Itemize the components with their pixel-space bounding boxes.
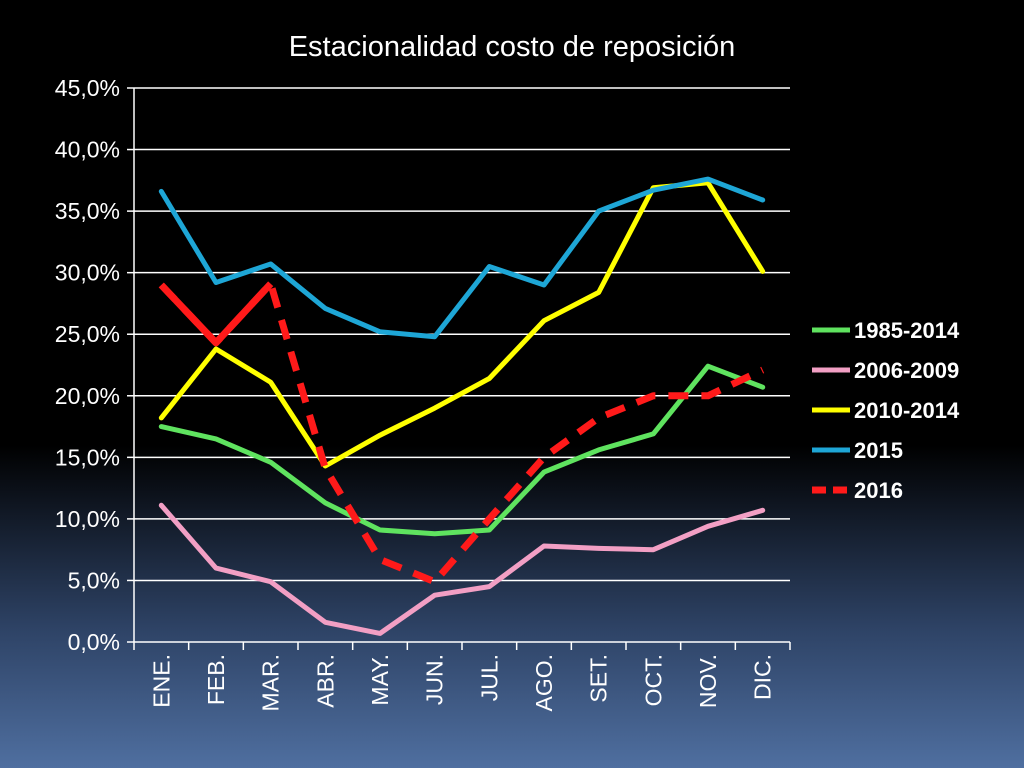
legend-label: 2010-2014	[854, 398, 960, 423]
x-tick-label: JUN.	[422, 654, 448, 705]
series-line-solid-start	[158, 281, 274, 347]
y-tick-label: 45,0%	[55, 75, 120, 101]
series-line-2016	[158, 280, 765, 586]
legend-label: 1985-2014	[854, 318, 960, 343]
x-tick-label: MAY.	[367, 654, 393, 706]
legend-label: 2016	[854, 478, 903, 503]
series-line-2015	[158, 176, 766, 340]
x-tick-label: ENE.	[148, 654, 174, 708]
legend: 1985-2014 2006-2009 2010-2014 2015 2016	[812, 318, 960, 503]
axes: 0,0% 5,0% 10,0% 15,0% 20,0% 25,0% 30,0% 35,0% 40…	[55, 75, 791, 712]
x-tick-label: FEB.	[203, 654, 229, 705]
chart-title: Estacionalidad costo de reposición	[289, 31, 736, 63]
series-line-2010-2014	[158, 180, 766, 469]
y-tick-label: 5,0%	[68, 567, 120, 593]
grid-lines	[134, 87, 790, 643]
x-tick-label: DIC.	[750, 654, 776, 700]
x-tick-label: AGO.	[531, 654, 557, 712]
legend-label: 2006-2009	[854, 358, 959, 383]
x-tick-label: JUL.	[476, 654, 502, 701]
y-tick-label: 25,0%	[55, 321, 120, 347]
y-tick-label: 20,0%	[55, 383, 120, 409]
y-tick-label: 10,0%	[55, 506, 120, 532]
series-lines	[158, 176, 766, 636]
x-tick-label: OCT.	[640, 654, 666, 706]
x-tick-label: SET.	[586, 654, 612, 703]
x-tick-label: ABR.	[312, 654, 338, 708]
y-tick-label: 35,0%	[55, 198, 120, 224]
x-tick-label: NOV.	[695, 654, 721, 708]
y-tick-label: 15,0%	[55, 444, 120, 470]
y-tick-label: 40,0%	[55, 137, 120, 163]
y-tick-label: 0,0%	[68, 629, 120, 655]
series-line-1985-2014	[158, 363, 766, 537]
legend-label: 2015	[854, 438, 903, 463]
series-line-2006-2009	[158, 502, 766, 636]
x-tick-label: MAR.	[258, 654, 284, 712]
y-tick-label: 30,0%	[55, 260, 120, 286]
